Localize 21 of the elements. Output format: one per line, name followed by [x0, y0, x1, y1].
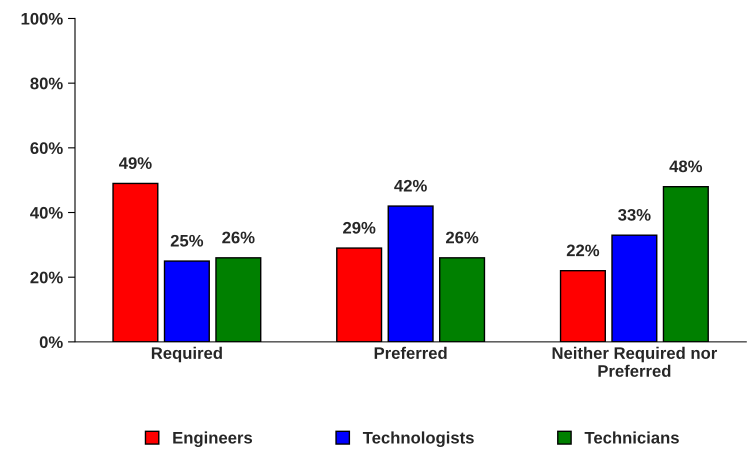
data-label: 42%	[394, 180, 427, 192]
data-label: 26%	[446, 232, 478, 244]
legend-label: Engineers	[173, 431, 252, 447]
x-tick-label: Preferred	[374, 346, 447, 359]
data-label: 49%	[118, 157, 152, 170]
y-tick-label: 60%	[30, 142, 63, 154]
data-label: 48%	[669, 160, 702, 172]
data-label: 25%	[170, 234, 204, 247]
x-tick-label: Required	[152, 346, 222, 362]
data-label: 29%	[343, 222, 376, 234]
y-tick-label: 0%	[40, 336, 63, 348]
data-label: 26%	[222, 232, 255, 244]
y-tick-label: 20%	[30, 272, 63, 284]
y-tick-label: 100%	[22, 12, 63, 25]
y-tick-label: 80%	[30, 78, 63, 90]
data-label: 33%	[618, 208, 651, 221]
legend-label: Technologists	[362, 431, 474, 447]
y-tick-label: 40%	[30, 206, 63, 219]
data-label: 22%	[566, 244, 600, 256]
x-tick-label: Neither Required nor Preferred	[552, 346, 718, 377]
legend-label: Technicians	[584, 431, 679, 444]
